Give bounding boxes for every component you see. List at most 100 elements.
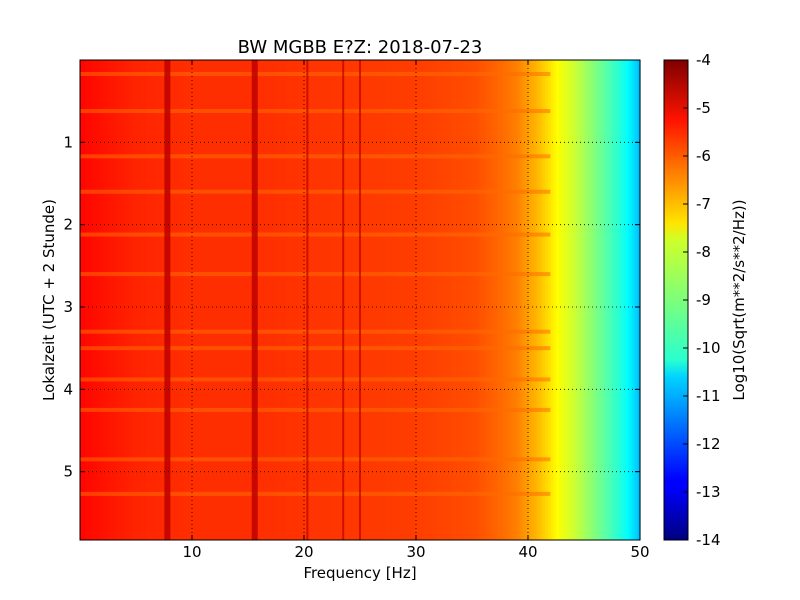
- heatmap-column: [298, 60, 302, 540]
- heatmap-spectral-lines: [164, 60, 361, 540]
- heatmap-column: [320, 60, 325, 540]
- heatmap-column: [82, 60, 87, 540]
- heatmap-column: [346, 60, 350, 540]
- heatmap-time-band: [80, 377, 551, 382]
- y-tick-label: 4: [63, 380, 73, 398]
- heatmap-column: [620, 60, 624, 540]
- x-tick-label: 50: [630, 543, 649, 561]
- heatmap-column: [295, 60, 299, 540]
- heatmap-column: [494, 60, 498, 540]
- heatmap-column: [376, 60, 381, 540]
- heatmap-column: [133, 60, 137, 540]
- heatmap-column: [292, 60, 297, 540]
- heatmap-column: [189, 60, 193, 540]
- heatmap-column: [144, 60, 148, 540]
- heatmap-column: [371, 60, 375, 540]
- heatmap-column: [99, 60, 103, 540]
- heatmap-column: [533, 60, 537, 540]
- heatmap-column: [508, 60, 512, 540]
- heatmap-column: [472, 60, 476, 540]
- heatmap-time-band: [80, 346, 551, 351]
- heatmap-column: [589, 60, 593, 540]
- heatmap-column: [273, 60, 277, 540]
- heatmap-column: [544, 60, 549, 540]
- heatmap-column: [539, 60, 543, 540]
- heatmap-column: [519, 60, 523, 540]
- chart-title: BW MGBB E?Z: 2018-07-23: [238, 37, 483, 58]
- heatmap-column: [516, 60, 521, 540]
- heatmap-column: [194, 60, 199, 540]
- heatmap-column: [326, 60, 330, 540]
- heatmap-time-band: [80, 329, 551, 334]
- colorbar-tick-label: -6: [696, 147, 711, 165]
- heatmap-column: [452, 60, 456, 540]
- heatmap-time-band: [80, 109, 551, 114]
- heatmap-column: [399, 60, 403, 540]
- heatmap-column: [217, 60, 221, 540]
- heatmap-column: [427, 60, 431, 540]
- heatmap-column: [278, 60, 283, 540]
- y-tick-label: 1: [63, 133, 73, 151]
- heatmap-column: [365, 60, 369, 540]
- heatmap-column: [343, 60, 347, 540]
- heatmap-column: [312, 60, 316, 540]
- heatmap-column: [158, 60, 162, 540]
- heatmap-column: [108, 60, 112, 540]
- heatmap-column: [256, 60, 260, 540]
- heatmap-column: [136, 60, 140, 540]
- heatmap-column: [200, 60, 204, 540]
- heatmap-column: [374, 60, 378, 540]
- heatmap-column: [284, 60, 288, 540]
- heatmap-column: [80, 60, 84, 540]
- heatmap-column: [488, 60, 493, 540]
- heatmap-column: [337, 60, 341, 540]
- heatmap-column: [161, 60, 165, 540]
- heatmap-column: [502, 60, 507, 540]
- y-tick-label: 3: [63, 298, 73, 316]
- heatmap-column: [458, 60, 462, 540]
- heatmap-column: [102, 60, 106, 540]
- heatmap-column: [323, 60, 327, 540]
- heatmap-column: [225, 60, 229, 540]
- heatmap-column: [567, 60, 571, 540]
- heatmap-column: [309, 60, 313, 540]
- heatmap-column: [592, 60, 596, 540]
- heatmap-column: [234, 60, 238, 540]
- heatmap-time-band: [80, 72, 551, 76]
- heatmap-time-band: [80, 154, 551, 159]
- y-tick-label: 5: [63, 463, 73, 481]
- heatmap-column: [466, 60, 470, 540]
- heatmap-time-bands: [80, 72, 551, 496]
- heatmap-column: [637, 60, 641, 540]
- heatmap-column: [444, 60, 448, 540]
- heatmap-column: [329, 60, 333, 540]
- heatmap-column: [402, 60, 406, 540]
- heatmap-column: [626, 60, 630, 540]
- heatmap-spectral-line: [306, 60, 309, 540]
- heatmap-column: [505, 60, 509, 540]
- heatmap-column: [348, 60, 353, 540]
- heatmap-column: [550, 60, 554, 540]
- heatmap-column: [231, 60, 235, 540]
- heatmap-column: [178, 60, 182, 540]
- heatmap-column: [192, 60, 196, 540]
- heatmap-column: [150, 60, 154, 540]
- heatmap-column: [304, 60, 308, 540]
- heatmap-column: [612, 60, 616, 540]
- y-tick-label: 2: [63, 216, 73, 234]
- heatmap-column: [259, 60, 263, 540]
- heatmap-column: [522, 60, 526, 540]
- heatmap-column: [614, 60, 619, 540]
- heatmap-column: [242, 60, 246, 540]
- heatmap-column: [228, 60, 232, 540]
- heatmap-column: [287, 60, 291, 540]
- heatmap-column: [138, 60, 143, 540]
- heatmap-column: [116, 60, 120, 540]
- heatmap-column: [455, 60, 459, 540]
- heatmap-column: [586, 60, 591, 540]
- heatmap-column: [435, 60, 439, 540]
- heatmap-column: [446, 60, 451, 540]
- heatmap-column: [340, 60, 344, 540]
- colorbar-tick-label: -9: [696, 291, 711, 309]
- heatmap-column: [525, 60, 529, 540]
